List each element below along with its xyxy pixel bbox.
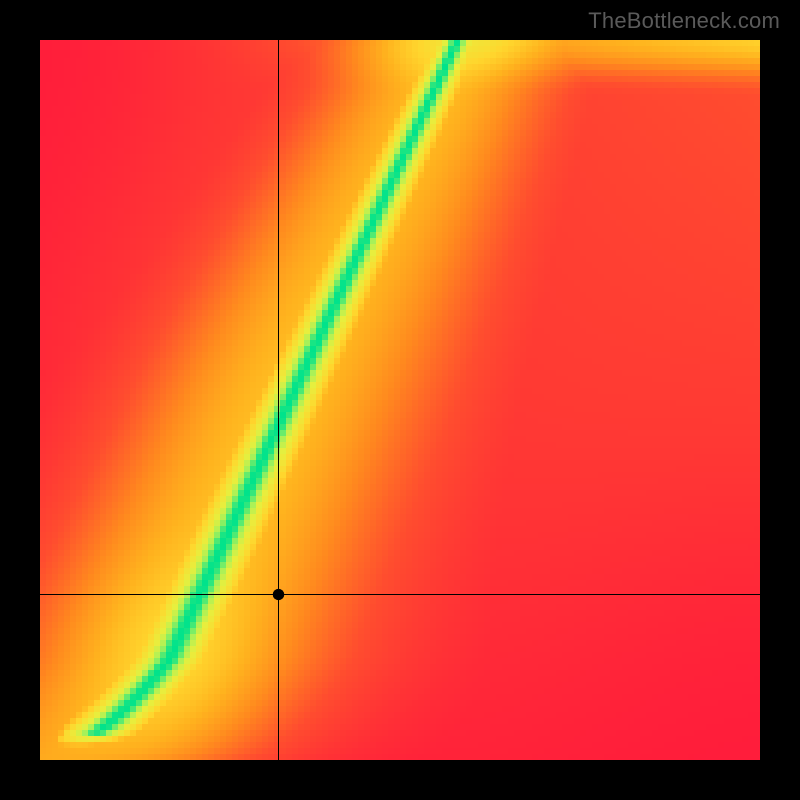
watermark-label: TheBottleneck.com [588, 8, 780, 34]
crosshair-overlay [40, 40, 760, 760]
chart-container: TheBottleneck.com [0, 0, 800, 800]
